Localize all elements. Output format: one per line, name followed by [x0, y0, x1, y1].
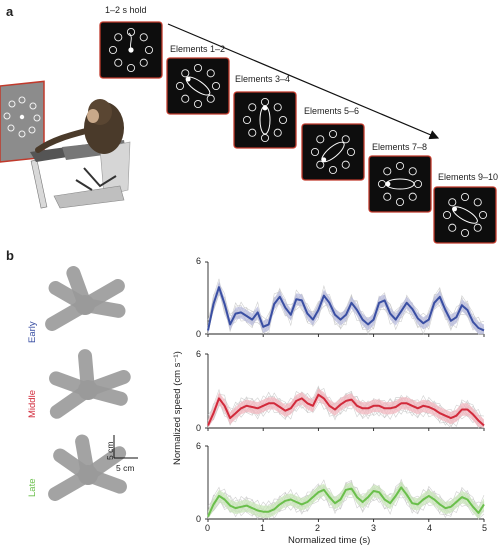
target-circle	[473, 223, 482, 232]
target-circle	[341, 135, 350, 144]
target-circle	[144, 45, 154, 55]
target-circle	[114, 33, 123, 42]
xtick-2: 2	[315, 523, 321, 533]
target-circle	[181, 94, 190, 103]
ytick-late-0: 0	[196, 514, 202, 524]
progression-arrow	[167, 23, 440, 140]
element-label-3: Elements 5–6	[304, 106, 360, 116]
ytick-middle-6: 6	[196, 349, 202, 359]
task-screen-2	[233, 91, 297, 149]
target-circle	[328, 165, 338, 175]
speed-plot-middle	[205, 353, 485, 431]
trajectory-trace-1	[49, 349, 131, 419]
xtick-0: 0	[205, 523, 211, 533]
target-circle	[395, 197, 405, 207]
target-circle	[273, 128, 282, 137]
target-circle	[206, 69, 215, 78]
panel-letter-b: b	[6, 248, 14, 263]
speed-plot-late	[205, 445, 485, 522]
target-circle	[395, 161, 405, 171]
target-circle	[126, 63, 136, 73]
scale-bar-horizontal-label: 5 cm	[116, 463, 135, 473]
target-circle	[181, 69, 190, 78]
target-circle	[442, 210, 452, 220]
row-label-late: Late	[27, 478, 38, 498]
target-circle	[408, 192, 417, 201]
monitor-screen	[0, 80, 45, 163]
element-label-2: Elements 3–4	[235, 74, 291, 84]
xtick-4: 4	[427, 523, 433, 533]
target-circle	[248, 128, 257, 137]
target-circle	[448, 223, 457, 232]
xtick-3: 3	[371, 523, 377, 533]
task-screen-4	[368, 155, 432, 213]
ytick-late-6: 6	[196, 441, 202, 451]
speed-plot-early	[205, 261, 485, 337]
target-circle	[248, 103, 257, 112]
trajectory-trace-0	[45, 266, 126, 331]
mean-speed-line	[207, 486, 485, 518]
target-circle	[114, 58, 123, 67]
target-circle	[242, 115, 252, 125]
mean-speed-line	[207, 393, 485, 427]
target-circle	[473, 198, 482, 207]
target-circle	[206, 94, 215, 103]
variability-band	[208, 281, 484, 334]
target-circle	[460, 192, 470, 202]
target-circle	[211, 81, 221, 91]
target-circle	[310, 147, 320, 157]
element-label-1: Elements 1–2	[170, 44, 226, 54]
target-circle	[478, 210, 488, 220]
target-circle	[193, 63, 203, 73]
y-axis-label: Normalized speed (cm s⁻¹)	[172, 351, 183, 465]
scale-bar	[113, 435, 138, 459]
task-illustration	[0, 21, 497, 244]
target-circle	[273, 103, 282, 112]
task-screen-1	[166, 57, 230, 115]
xtick-5: 5	[482, 523, 488, 533]
task-screen-5	[433, 186, 497, 244]
row-label-middle: Middle	[27, 390, 38, 418]
target-circle	[328, 129, 338, 139]
scale-bar-vertical-label: 5 cm	[105, 441, 115, 460]
target-circle	[341, 160, 350, 169]
x-axis-label: Normalized time (s)	[288, 535, 371, 546]
variability-band	[208, 481, 484, 519]
ytick-early-0: 0	[196, 329, 202, 339]
target-circle	[278, 115, 288, 125]
mean-speed-line	[207, 286, 485, 332]
variability-band	[208, 388, 484, 428]
task-screen-3	[301, 123, 365, 181]
target-circle	[448, 198, 457, 207]
target-circle	[346, 147, 356, 157]
target-circle	[316, 160, 325, 169]
ytick-early-6: 6	[196, 256, 202, 266]
task-screen-0	[99, 21, 163, 79]
ytick-middle-0: 0	[196, 423, 202, 433]
monkey-illustration	[30, 99, 131, 209]
element-label-4: Elements 7–8	[372, 142, 428, 152]
target-circle	[460, 228, 470, 238]
target-circle	[383, 192, 392, 201]
element-label-5: Elements 9–10	[438, 172, 499, 182]
target-circle	[175, 81, 185, 91]
hold-label: 1–2 s hold	[105, 5, 147, 15]
target-circle	[316, 135, 325, 144]
xtick-1: 1	[260, 523, 266, 533]
target-circle	[139, 33, 148, 42]
row-label-early: Early	[27, 321, 38, 343]
target-circle	[408, 167, 417, 176]
target-circle	[193, 99, 203, 109]
target-circle	[383, 167, 392, 176]
target-circle	[139, 58, 148, 67]
target-circle	[108, 45, 118, 55]
panel-letter-a: a	[6, 4, 14, 19]
